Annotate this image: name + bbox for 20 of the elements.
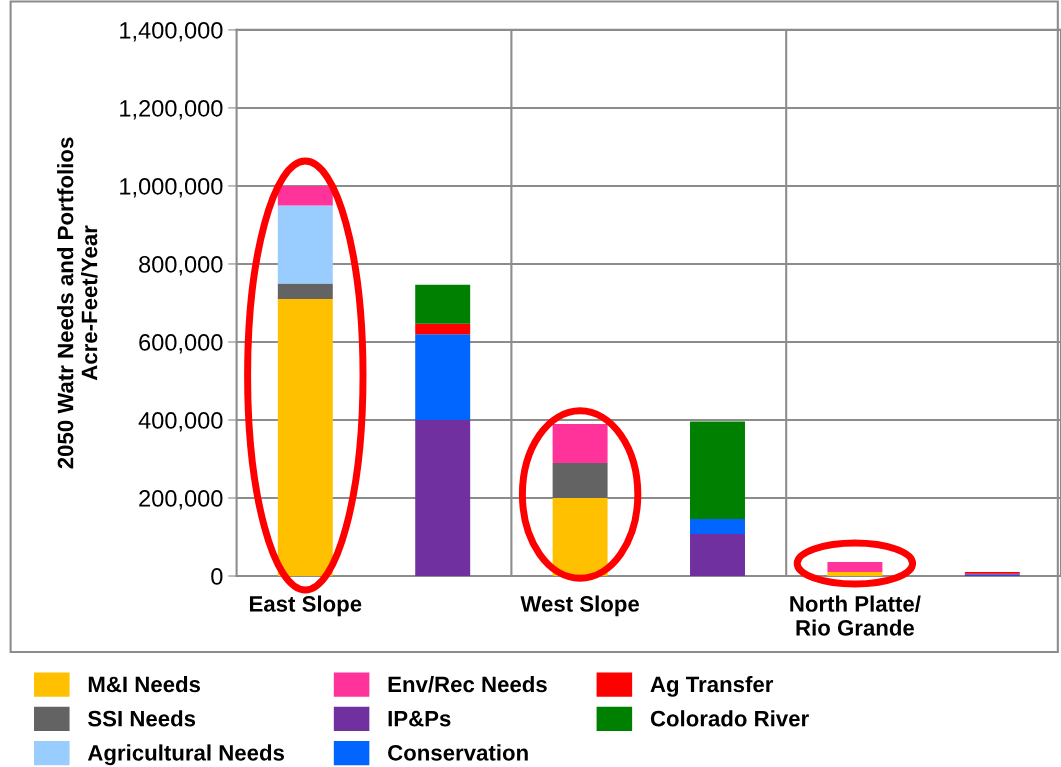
y-tick-label: 200,000: [139, 490, 223, 510]
y-tick-label: 1,400,000: [120, 21, 223, 42]
y-tick-label: 800,000: [139, 256, 223, 276]
y-axis-title: 2050 Watr Needs and Portfolios Acre-Feet/Year: [57, 137, 98, 469]
legend-label: IP&Ps: [388, 710, 451, 727]
legend-label: Colorado River: [650, 710, 809, 727]
legend-label: M&I Needs: [88, 675, 201, 693]
legend-label: Conservation: [388, 744, 528, 761]
legend-label: Env/Rec Needs: [388, 675, 547, 693]
legend-label: SSI Needs: [87, 710, 196, 727]
x-tick-label: East Slope: [249, 595, 362, 617]
y-tick-label: 600,000: [139, 334, 223, 354]
y-tick-label: 1,200,000: [120, 100, 223, 120]
y-tick-label: 0: [211, 568, 223, 585]
y-tick-label: 400,000: [138, 412, 223, 432]
y-tick-label: 1,000,000: [120, 178, 223, 198]
x-tick-label: West Slope: [520, 595, 640, 617]
legend-label: Ag Transfer: [650, 675, 774, 697]
legend-label: Agricultural Needs: [87, 744, 285, 766]
x-tick-label: North Platte/ Rio Grande: [790, 595, 921, 636]
